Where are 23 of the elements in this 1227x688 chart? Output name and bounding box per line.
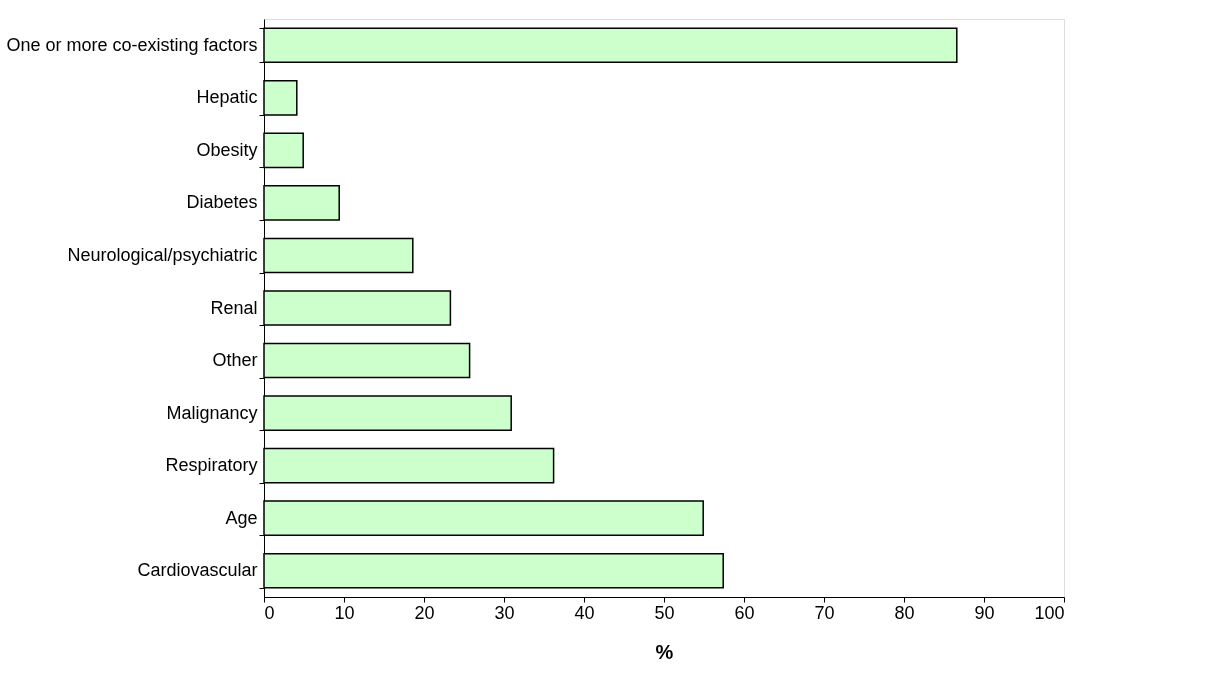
y-tick-label: Cardiovascular [137, 560, 258, 581]
y-tick-label: Other [212, 350, 258, 371]
y-tick-label: Obesity [196, 139, 258, 160]
x-tick-label: 20 [414, 602, 435, 623]
x-tick-label: 0 [264, 602, 275, 623]
x-tick-label: 90 [974, 602, 995, 623]
x-tick-label: 30 [494, 602, 515, 623]
y-tick-label: Diabetes [186, 192, 258, 213]
x-tick-label: 100 [1034, 602, 1065, 623]
x-tick-label: 80 [894, 602, 915, 623]
x-axis-title: % [655, 640, 674, 663]
x-tick-label: 10 [334, 602, 355, 623]
x-tick-label: 60 [734, 602, 755, 623]
x-tick-label: 40 [574, 602, 595, 623]
y-tick-label: Age [225, 507, 258, 528]
y-tick-label: Renal [210, 297, 258, 318]
y-tick-label: Malignancy [166, 402, 258, 423]
x-tick-label: 70 [814, 602, 835, 623]
y-tick-label: Respiratory [165, 455, 258, 476]
x-tick-label: 50 [654, 602, 675, 623]
y-tick-label: Hepatic [196, 87, 258, 108]
y-tick-label: One or more co-existing factors [6, 34, 258, 55]
y-tick-label: Neurological/psychiatric [67, 244, 258, 265]
